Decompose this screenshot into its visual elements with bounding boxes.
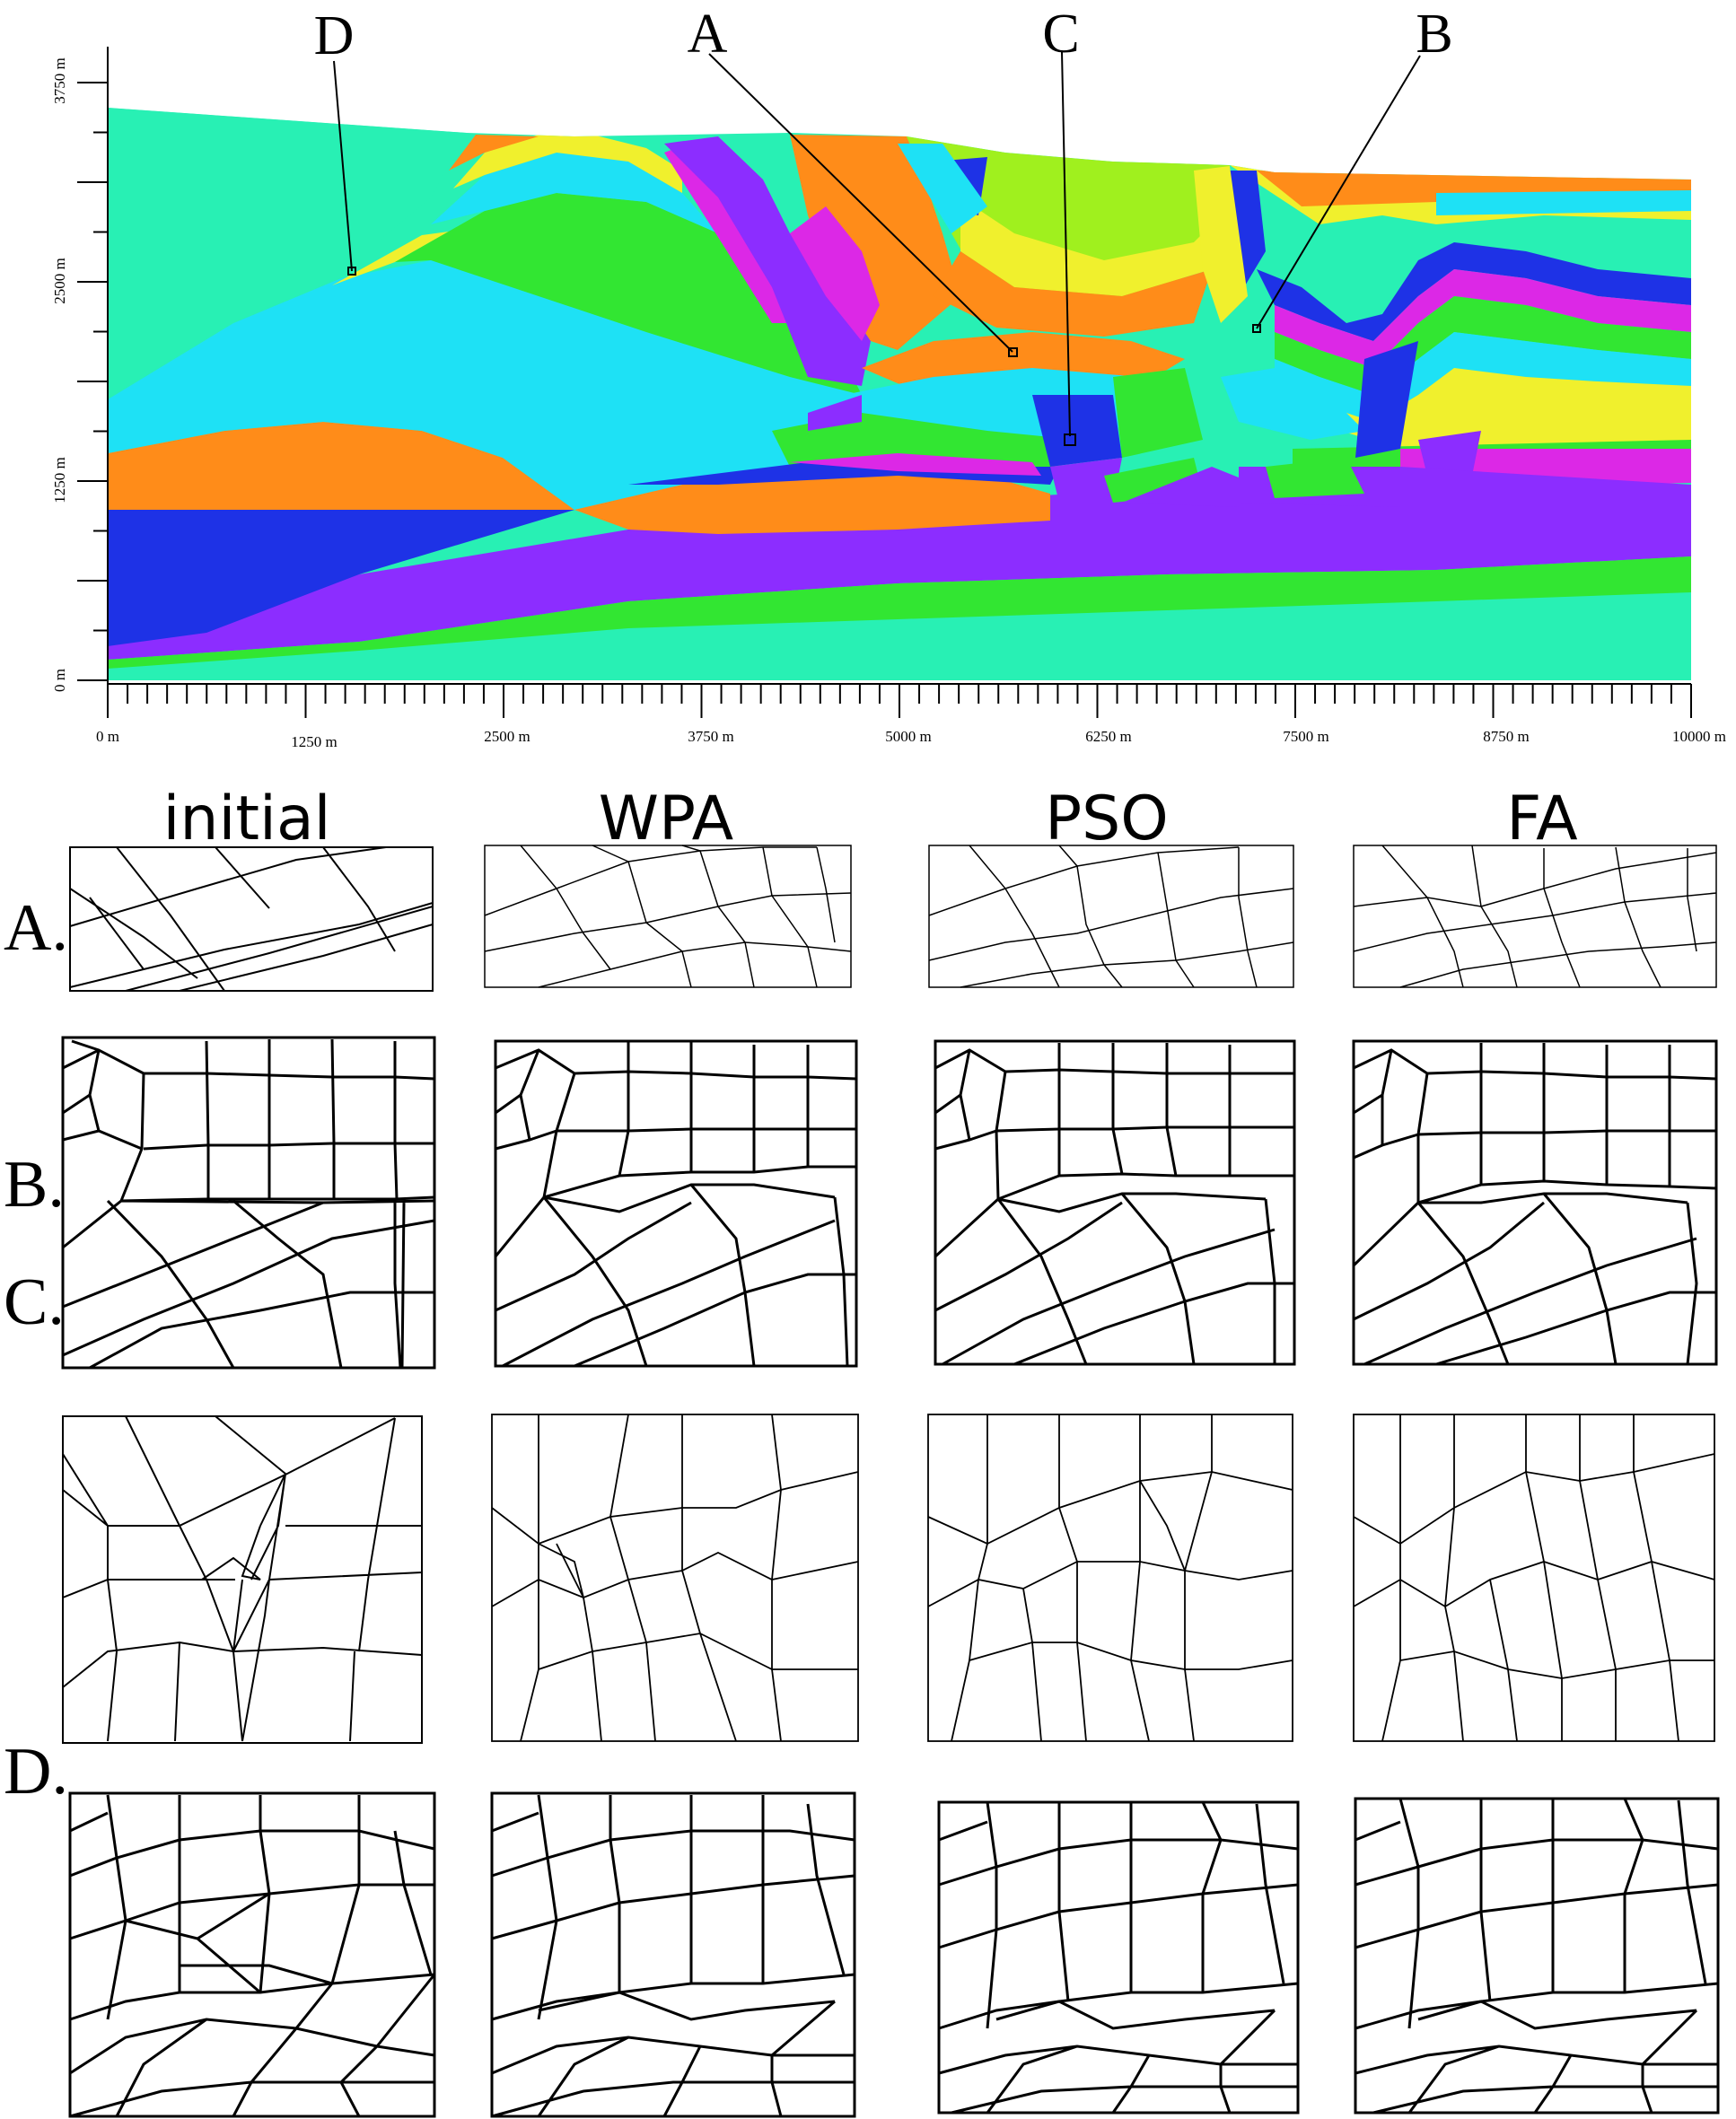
layer-cyan-crest — [431, 153, 718, 233]
layer-orange-center-right — [934, 251, 1212, 337]
row-label-d: D. — [4, 1735, 68, 1808]
callout-box-a — [1008, 347, 1018, 357]
layer-yellow-cap — [453, 135, 682, 193]
layer-green-right-mid — [1266, 458, 1364, 498]
layer-cyan-fault-b — [1221, 368, 1364, 440]
callout-line-d — [333, 60, 353, 272]
geological-section: 3750 m 2500 m 1250 m 0 m 0 m 1250 m 2500… — [51, 4, 1726, 750]
layer-orange-right-top — [1257, 171, 1691, 206]
layer-purple-lower-c — [1122, 467, 1257, 507]
layer-blue-block-c — [1032, 395, 1122, 467]
callout-label-c: C — [1042, 4, 1079, 65]
x-tick-label-7500: 7500 m — [1283, 728, 1328, 745]
layer-purple-dome — [808, 395, 862, 431]
x-tick-label-5000: 5000 m — [885, 728, 931, 745]
mesh-d-pso — [937, 1800, 1300, 2115]
layer-green-lower — [108, 556, 1691, 669]
callout-label-b: B — [1416, 4, 1452, 65]
callout-box-d — [347, 267, 356, 276]
row-label-c: C. — [4, 1265, 65, 1339]
mesh-b-initial — [61, 1036, 436, 1370]
layer-magenta-right-fold — [1275, 269, 1691, 368]
mesh-b-fa — [1352, 1039, 1718, 1366]
layer-blue-fault-right — [1355, 341, 1418, 458]
row-label-b: B. — [4, 1148, 65, 1221]
layer-yellow-fault-strip — [1194, 166, 1248, 323]
callout-box-b — [1252, 324, 1261, 333]
layer-cyan-center-right — [898, 144, 987, 233]
mesh-c-pso — [927, 1414, 1293, 1742]
layer-cyan-right-top — [1436, 190, 1691, 215]
x-tick-label-3750: 3750 m — [688, 728, 733, 745]
layer-purple-lower — [108, 489, 1691, 660]
layer-magenta-mid — [790, 453, 1041, 476]
row-label-a: A. — [4, 891, 68, 965]
column-header-initial: initial — [163, 784, 331, 854]
comparison-grid: initial WPA PSO FA A. B. C. D. — [4, 784, 1720, 2118]
mesh-a-fa — [1353, 845, 1717, 988]
mesh-d-fa — [1354, 1797, 1720, 2115]
layer-teal-upper-left — [108, 108, 467, 399]
x-tick-label-6250: 6250 m — [1085, 728, 1131, 745]
mesh-b-wpa — [494, 1039, 858, 1368]
mesh-a-wpa — [484, 845, 852, 988]
mesh-d-wpa — [490, 1791, 856, 2118]
mesh-c-wpa — [491, 1414, 859, 1742]
x-axis-ticks — [107, 684, 1692, 718]
mesh-d-initial — [68, 1791, 436, 2118]
layer-purple-central — [664, 136, 871, 386]
mesh-c-initial — [62, 1415, 423, 1744]
callout-line-a — [708, 53, 1013, 353]
column-header-pso: PSO — [1045, 784, 1169, 854]
callout-label-d: D — [314, 5, 355, 66]
layer-orange-left — [108, 422, 574, 510]
layer-yellow-lens-d — [332, 232, 449, 285]
layer-purple-block-c — [1050, 458, 1122, 503]
x-tick-label-1250: 1250 m — [291, 733, 337, 750]
column-header-wpa: WPA — [599, 784, 733, 854]
layer-orange-central — [790, 135, 960, 350]
y-tick-label-3750: 3750 m — [51, 57, 68, 103]
callout-label-a: A — [688, 4, 728, 65]
layer-purple-right-low — [1418, 431, 1481, 476]
y-tick-label-1250: 1250 m — [51, 457, 68, 503]
layer-green-block-c — [1113, 368, 1203, 458]
mesh-b-pso — [934, 1039, 1296, 1366]
layer-green-left — [395, 193, 862, 395]
callout-line-b — [1256, 55, 1421, 329]
layer-blue-wedge — [108, 510, 574, 646]
x-tick-label-0: 0 m — [96, 728, 119, 745]
layer-yellow-center-right — [960, 197, 1221, 296]
y-tick-label-2500: 2500 m — [51, 258, 68, 303]
column-header-fa: FA — [1506, 784, 1577, 854]
mesh-c-fa — [1353, 1414, 1715, 1742]
y-tick-label-0: 0 m — [51, 669, 68, 692]
x-tick-label-2500: 2500 m — [484, 728, 530, 745]
layer-orange-top-left — [449, 135, 539, 171]
layer-magenta-central — [790, 206, 880, 341]
callout-box-c — [1064, 433, 1076, 446]
x-tick-label-10000: 10000 m — [1672, 728, 1726, 745]
x-tick-label-8750: 8750 m — [1483, 728, 1529, 745]
layer-cyan-left — [108, 260, 862, 510]
mesh-a-initial — [69, 846, 434, 992]
callout-line-c — [1061, 51, 1071, 437]
layer-blue-right-fold — [1257, 242, 1691, 341]
y-axis-ticks — [77, 82, 108, 681]
mesh-a-pso — [928, 845, 1294, 988]
